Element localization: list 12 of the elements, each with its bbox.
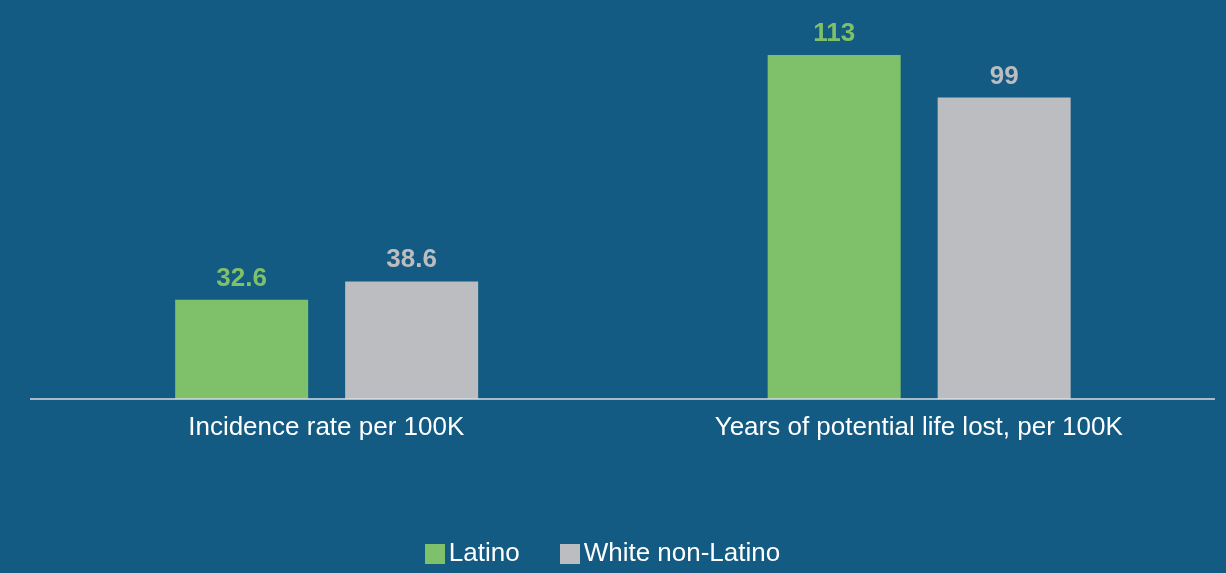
bar	[345, 281, 479, 399]
data-label: 99	[989, 59, 1019, 90]
data-label: 38.6	[386, 243, 437, 274]
legend-label: White non-Latino	[583, 537, 781, 567]
bar	[175, 299, 309, 399]
legend-label: Latino	[448, 537, 520, 567]
bar	[937, 97, 1071, 399]
data-label: 113	[813, 17, 856, 47]
x-tick-label: Incidence rate per 100K	[188, 411, 465, 442]
bar	[767, 55, 901, 399]
data-label: 32.6	[216, 261, 267, 292]
x-tick-label: Years of potential life lost, per 100K	[714, 411, 1124, 442]
